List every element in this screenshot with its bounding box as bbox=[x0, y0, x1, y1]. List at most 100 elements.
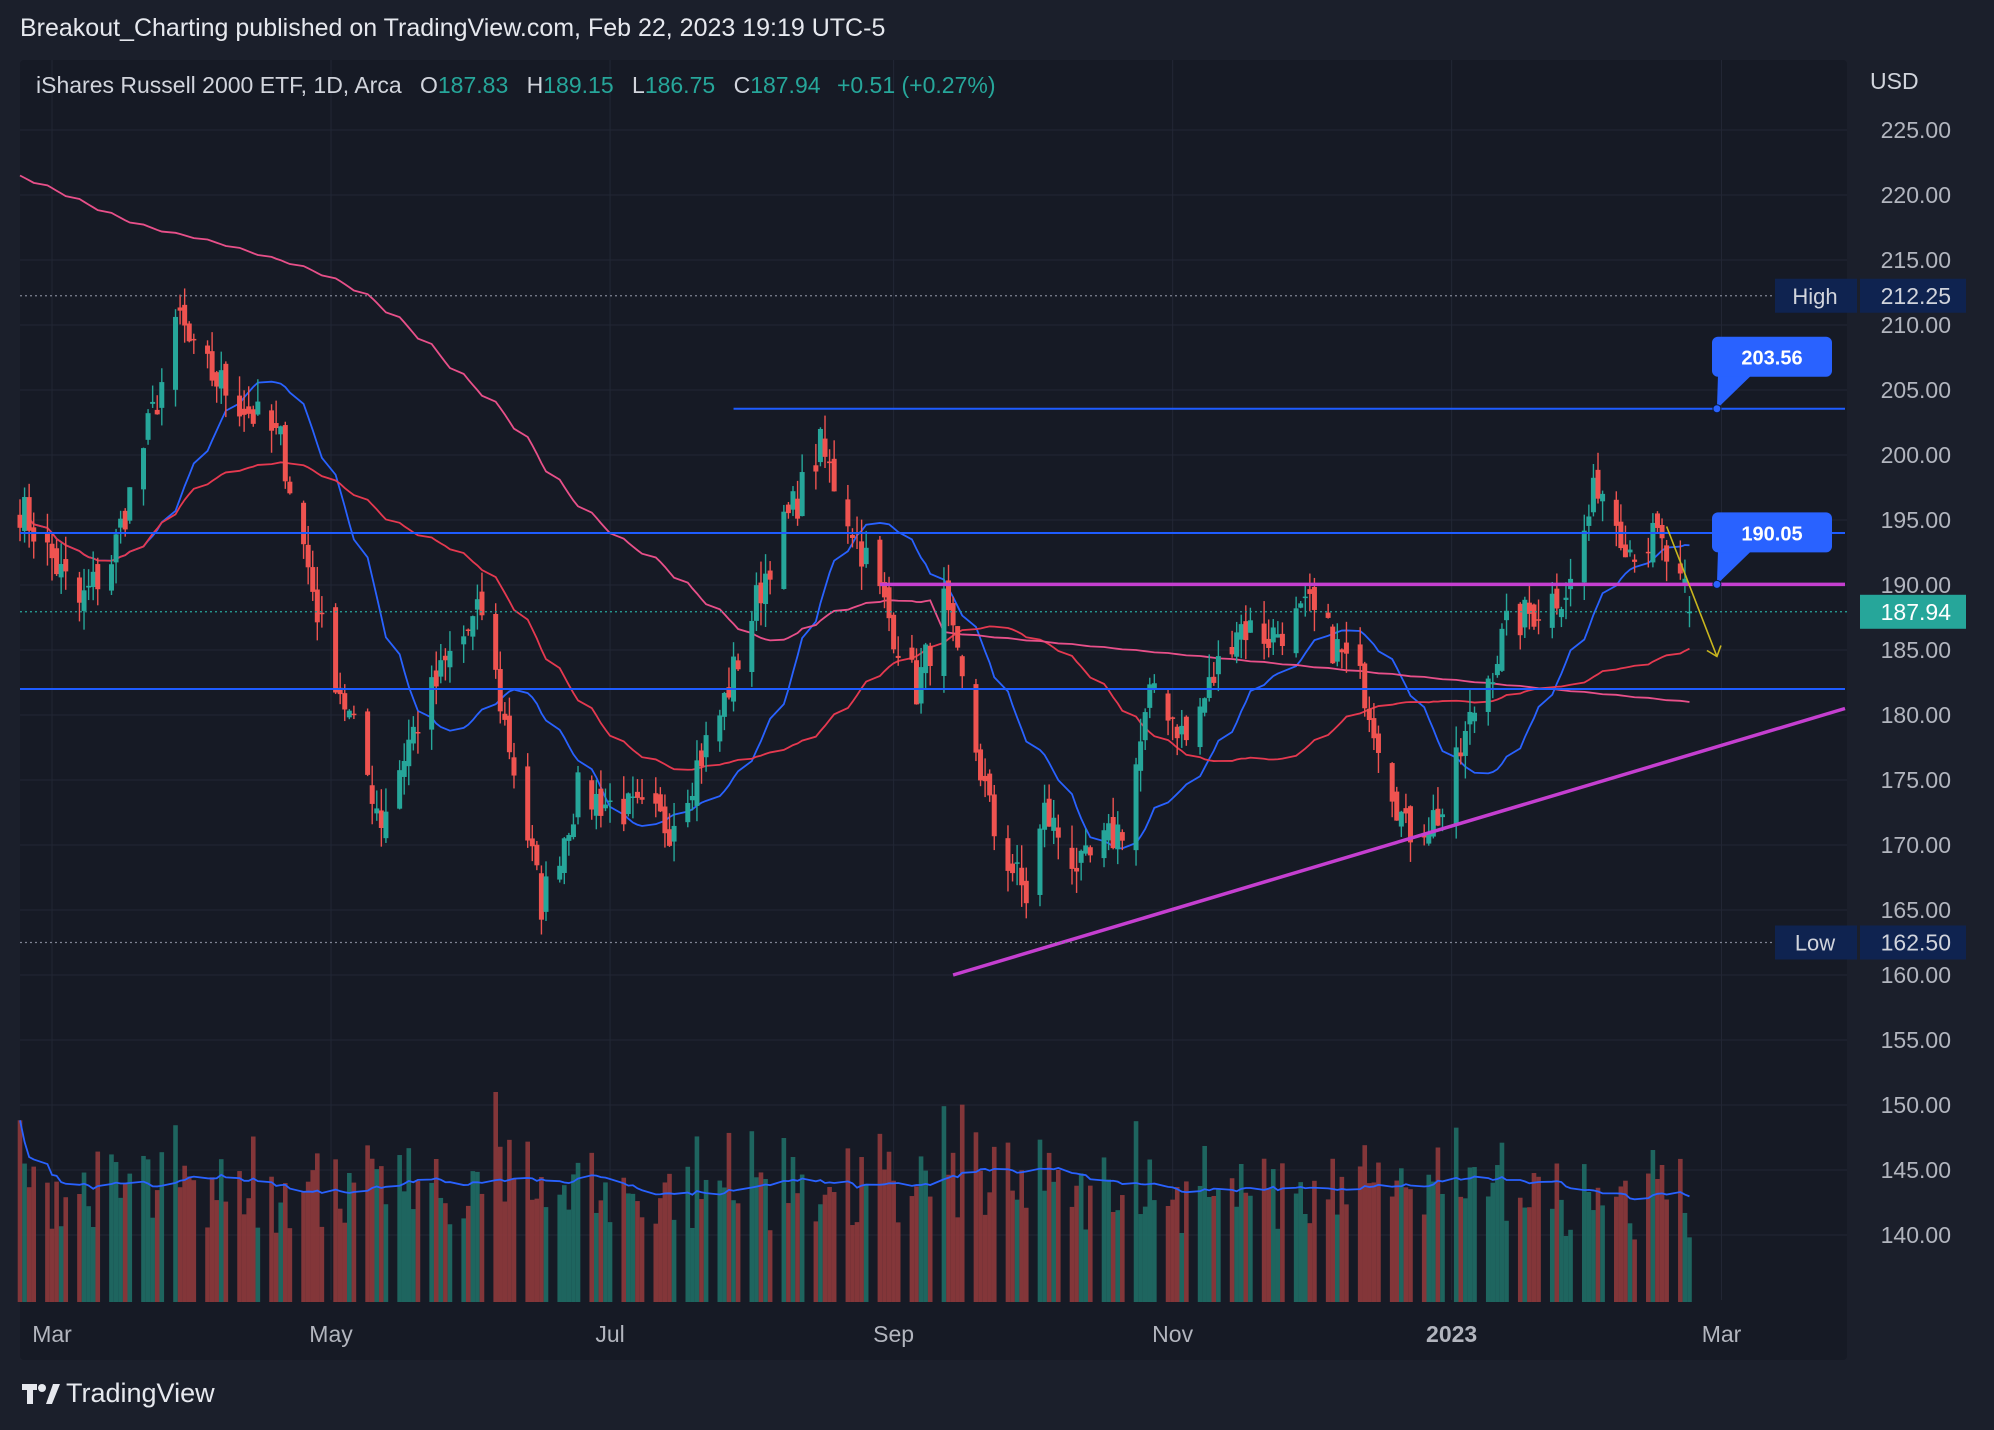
candle bbox=[822, 415, 828, 468]
candle bbox=[1179, 709, 1185, 748]
volume-bar bbox=[122, 1183, 128, 1302]
candle-body bbox=[1595, 469, 1601, 499]
volume-bar bbox=[909, 1196, 915, 1302]
candle-body bbox=[310, 567, 316, 592]
candle bbox=[1517, 602, 1523, 650]
candle-body bbox=[1197, 706, 1203, 748]
candle-body bbox=[799, 472, 805, 517]
candle bbox=[1650, 513, 1656, 568]
volume-bar bbox=[1659, 1164, 1665, 1302]
candle-body bbox=[923, 644, 929, 674]
drawings: 203.56 190.05 bbox=[20, 295, 1847, 977]
volume-bar bbox=[1403, 1187, 1409, 1302]
volume-bar bbox=[465, 1205, 471, 1302]
candle-body bbox=[763, 573, 769, 605]
candle bbox=[703, 721, 709, 772]
candle-body bbox=[1467, 711, 1473, 725]
y-tick-label: 175.00 bbox=[1881, 767, 1951, 793]
candle bbox=[1101, 822, 1107, 868]
candle-body bbox=[561, 838, 567, 873]
candle bbox=[978, 743, 984, 787]
volume-bar bbox=[1078, 1173, 1084, 1302]
volume-bar bbox=[703, 1179, 709, 1302]
candle bbox=[1279, 622, 1285, 656]
volume-bar bbox=[177, 1187, 183, 1302]
volume-bar bbox=[1357, 1166, 1363, 1302]
candle-body bbox=[863, 547, 869, 565]
candle-body bbox=[538, 873, 544, 920]
volume-bar bbox=[237, 1171, 242, 1302]
volume-bar bbox=[22, 1163, 27, 1302]
volume-bar bbox=[1142, 1206, 1148, 1302]
volume-bar bbox=[17, 1120, 23, 1302]
candle bbox=[1398, 810, 1404, 837]
candle bbox=[589, 775, 595, 820]
volume-bar bbox=[1312, 1180, 1317, 1302]
tradingview-logo[interactable]: TradingView bbox=[22, 1378, 215, 1409]
volume-bar bbox=[575, 1162, 581, 1302]
volume-bar bbox=[1074, 1185, 1079, 1302]
candle-body bbox=[795, 498, 801, 519]
volume-bar bbox=[1037, 1139, 1043, 1302]
candle bbox=[859, 519, 865, 590]
candle bbox=[246, 386, 252, 419]
symbol-name: iShares Russell 2000 ETF, 1D, Arca bbox=[36, 72, 402, 98]
candle bbox=[799, 454, 805, 517]
candle-body bbox=[1394, 791, 1400, 821]
candle-body bbox=[822, 438, 828, 457]
candle bbox=[237, 376, 243, 427]
candle bbox=[255, 379, 261, 416]
volume-bar bbox=[763, 1179, 768, 1302]
candle-body bbox=[319, 612, 325, 615]
candle bbox=[346, 709, 352, 720]
candle-body bbox=[1558, 609, 1564, 618]
volume-bar bbox=[1568, 1229, 1573, 1302]
candle-body bbox=[145, 413, 151, 440]
candle bbox=[959, 654, 965, 689]
candle bbox=[1467, 689, 1473, 745]
candle bbox=[1165, 688, 1171, 736]
candle bbox=[538, 865, 544, 935]
volume-bar bbox=[1499, 1142, 1505, 1302]
candle-body bbox=[337, 687, 343, 695]
candle bbox=[1654, 511, 1660, 534]
candle-body bbox=[685, 802, 691, 823]
candle-body bbox=[1010, 863, 1016, 874]
volume-bar bbox=[470, 1171, 476, 1302]
volume-bar bbox=[891, 1180, 896, 1302]
candle bbox=[173, 309, 179, 407]
candle bbox=[1042, 784, 1048, 848]
volume-bar bbox=[699, 1199, 704, 1302]
volume-bar bbox=[1266, 1188, 1271, 1302]
candle bbox=[1664, 539, 1670, 582]
candle bbox=[1659, 518, 1665, 561]
open-value: 187.83 bbox=[437, 72, 509, 98]
volume-bar bbox=[145, 1159, 151, 1302]
candle-body bbox=[1270, 627, 1276, 643]
volume-bar bbox=[269, 1176, 274, 1302]
volume-bar bbox=[1600, 1205, 1605, 1302]
candle bbox=[401, 743, 407, 795]
candle bbox=[1522, 596, 1528, 638]
volume-bar bbox=[653, 1223, 659, 1302]
candle bbox=[1435, 787, 1441, 827]
candle-body bbox=[1686, 611, 1692, 614]
candle bbox=[250, 405, 256, 427]
candle-body bbox=[17, 514, 23, 528]
volume-bar bbox=[141, 1155, 146, 1302]
volume-bar bbox=[914, 1186, 919, 1302]
volume-bar bbox=[49, 1228, 55, 1302]
volume-bar bbox=[1682, 1212, 1688, 1302]
candle-body bbox=[1215, 656, 1221, 675]
tradingview-logo-icon bbox=[22, 1383, 60, 1404]
candle bbox=[987, 769, 993, 802]
volume-bar bbox=[1051, 1181, 1057, 1302]
candle bbox=[525, 753, 531, 848]
candle bbox=[140, 447, 146, 506]
volume-bar bbox=[374, 1169, 380, 1302]
volume-bar bbox=[1376, 1162, 1381, 1302]
volume-bar bbox=[1170, 1199, 1175, 1302]
candle bbox=[410, 716, 416, 751]
